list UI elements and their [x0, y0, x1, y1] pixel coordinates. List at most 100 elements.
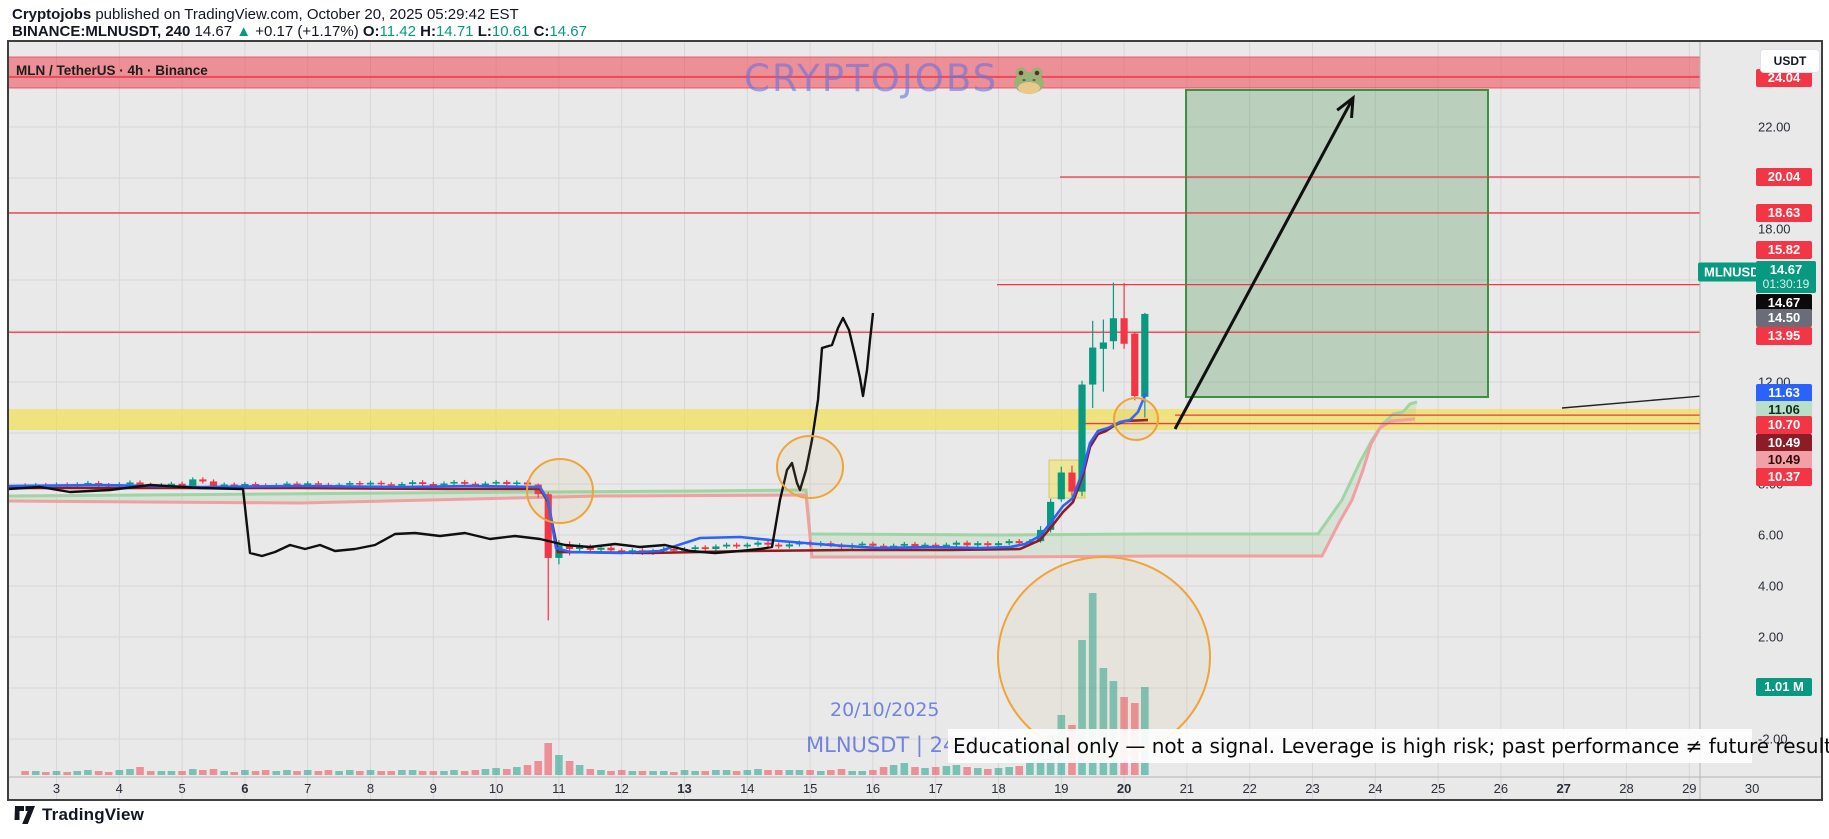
- volume-bar: [377, 771, 385, 775]
- candle-body: [984, 543, 992, 546]
- price-label-pill: 15.82: [1756, 241, 1812, 259]
- annotation-circle[interactable]: [526, 458, 594, 524]
- price-label-pill: 18.63: [1756, 204, 1812, 222]
- candle-body: [911, 543, 919, 547]
- price-label-pill: 14.50: [1756, 309, 1812, 327]
- volume-bar: [513, 767, 521, 775]
- volume-bar: [42, 772, 50, 775]
- volume-bar: [261, 770, 270, 775]
- volume-bar: [659, 771, 668, 775]
- price-change: +0.17 (+1.17%): [255, 23, 359, 40]
- price-label-pill: 13.95: [1756, 327, 1812, 345]
- volume-bar: [502, 769, 511, 775]
- time-axis-label: 11: [552, 781, 566, 796]
- time-axis-label: 17: [928, 781, 943, 796]
- volume-bar: [283, 770, 291, 775]
- current-price-label: 14.67 01:30:19: [1756, 261, 1816, 293]
- volume-bar: [848, 771, 856, 775]
- candle-body: [450, 481, 458, 484]
- disclaimer-overlay: Educational only — not a signal. Leverag…: [948, 729, 1829, 763]
- volume-bar: [21, 771, 29, 775]
- candle-body: [701, 547, 709, 550]
- tradingview-logo[interactable]: TradingView: [14, 805, 144, 825]
- volume-bar: [104, 772, 113, 775]
- time-axis-label: 23: [1305, 781, 1320, 796]
- candle-body: [398, 484, 406, 486]
- volume-bar: [555, 755, 563, 775]
- time-axis-pane[interactable]: [8, 777, 1700, 800]
- volume-bar: [869, 770, 877, 775]
- volume-bar: [1109, 681, 1118, 775]
- low-label: L:: [477, 23, 492, 40]
- volume-bar: [136, 767, 144, 775]
- volume-bar: [942, 766, 951, 775]
- close-label: C:: [533, 23, 550, 40]
- time-axis-label: 30: [1744, 781, 1760, 796]
- candle-body: [942, 544, 950, 547]
- price-label-pill: 20.04: [1756, 168, 1812, 186]
- volume-bar: [722, 770, 731, 775]
- candle-body: [1109, 318, 1118, 342]
- volume-bar: [544, 743, 553, 775]
- yellow-zone-band[interactable]: [8, 409, 1700, 430]
- volume-bar: [523, 765, 532, 775]
- resistance-band[interactable]: [8, 56, 1700, 89]
- price-label-pill: 10.70: [1756, 416, 1812, 434]
- candle-body: [1099, 342, 1107, 349]
- annotation-circle[interactable]: [1113, 397, 1159, 441]
- brand-watermark: CRYPTOJOBS: [744, 57, 1044, 100]
- candle-body: [84, 482, 92, 485]
- cloud-span-b-line: [8, 417, 1416, 559]
- volume-bar: [816, 771, 825, 775]
- annotation-circle[interactable]: [776, 435, 844, 499]
- volume-bar: [460, 771, 469, 775]
- close-value: 14.67: [549, 23, 587, 40]
- tradingview-logo-text: TradingView: [42, 805, 145, 824]
- candle-body: [743, 544, 751, 547]
- candle-body: [858, 543, 866, 546]
- volume-bar: [471, 770, 480, 775]
- callout-line[interactable]: [1561, 390, 1772, 409]
- volume-bar: [774, 770, 783, 775]
- volume-bar: [293, 771, 301, 775]
- last-price: 14.67: [194, 23, 233, 40]
- time-axis-label: 19: [1054, 781, 1069, 796]
- time-axis-label: 21: [1179, 781, 1195, 796]
- volume-bar: [440, 771, 448, 775]
- candle-body: [366, 482, 375, 485]
- volume-bar: [1099, 668, 1108, 775]
- volume-bar: [418, 771, 427, 775]
- volume-bar: [366, 770, 375, 775]
- price-label-pill: 11.63: [1756, 384, 1812, 402]
- volume-bar: [303, 770, 312, 775]
- candle-countdown: 01:30:19: [1762, 277, 1810, 291]
- candle-body: [461, 481, 469, 484]
- candle-body: [209, 481, 218, 486]
- candle-body: [597, 547, 605, 550]
- currency-toggle-button[interactable]: USDT: [1760, 49, 1820, 73]
- candle-body: [932, 544, 940, 547]
- volume-bar: [492, 768, 500, 775]
- volume-bar: [701, 771, 710, 775]
- trend-arrow-line[interactable]: [1173, 97, 1355, 430]
- volume-bar: [84, 770, 92, 775]
- volume-bar: [314, 771, 323, 775]
- price-axis-tick: 2.00: [1758, 629, 1784, 645]
- annotation-circle[interactable]: [997, 556, 1211, 758]
- volume-bar: [126, 769, 134, 775]
- volume-bar: [146, 771, 155, 775]
- volume-bar: [837, 769, 846, 775]
- price-axis-tick: 4.00: [1758, 578, 1784, 594]
- candle-body: [1131, 333, 1139, 397]
- volume-bar: [481, 769, 490, 775]
- volume-bar: [356, 771, 364, 775]
- candle-body: [691, 547, 699, 550]
- volume-bar: [230, 772, 239, 775]
- projection-rectangle[interactable]: [1185, 89, 1489, 398]
- time-axis-label: 14: [740, 781, 755, 796]
- candle-body: [387, 484, 395, 486]
- volume-bar: [973, 768, 982, 775]
- price-label-pill: 11.06: [1756, 401, 1812, 419]
- tradingview-logo-icon: [14, 806, 35, 824]
